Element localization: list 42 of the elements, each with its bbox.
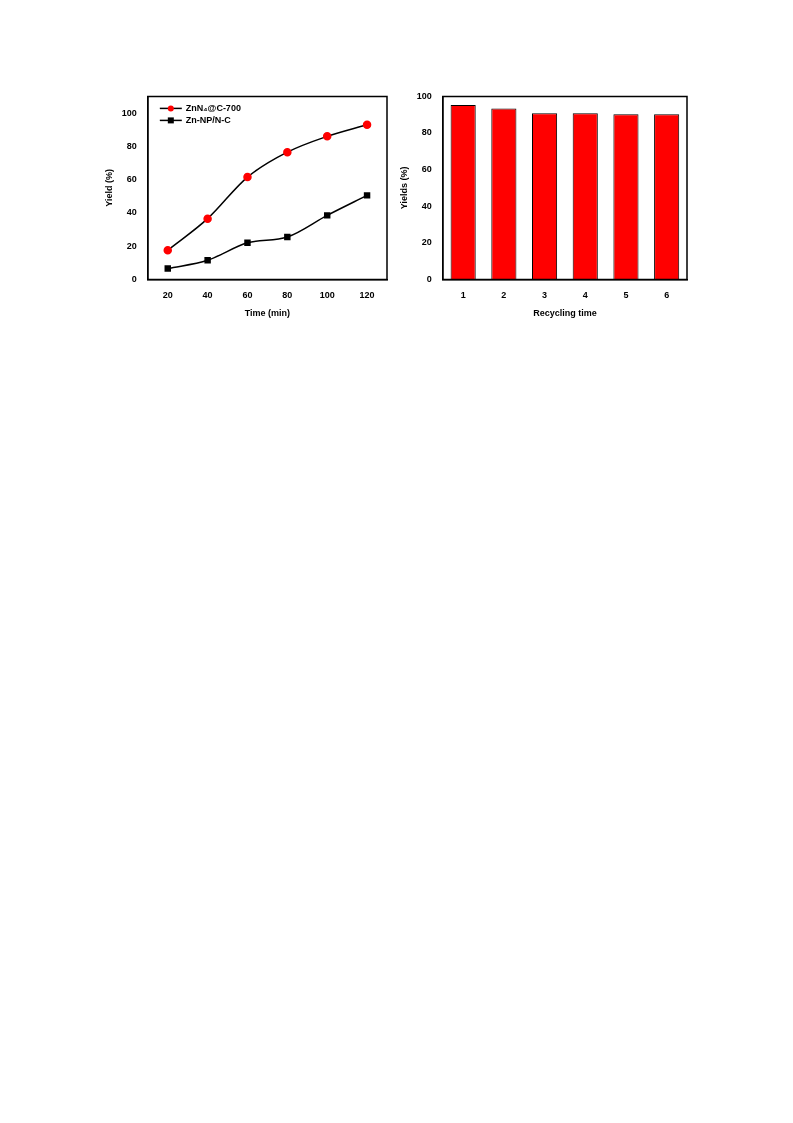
x-tick-label: 120 xyxy=(359,290,375,301)
point xyxy=(163,246,172,255)
y-tick-label: 40 xyxy=(126,207,137,218)
y-tick-label: 80 xyxy=(421,127,432,138)
legend-label: ZnN₄@C-700 xyxy=(185,102,241,113)
x-tick-label: 6 xyxy=(664,290,670,301)
y-axis-title: Yields (%) xyxy=(398,166,409,210)
x-tick-label: 80 xyxy=(282,290,293,301)
point xyxy=(363,192,371,199)
point xyxy=(322,132,332,141)
x-tick-label: 40 xyxy=(202,290,213,301)
y-tick-label: 60 xyxy=(421,164,432,175)
y-tick-label: 100 xyxy=(416,90,432,101)
x-tick-label: 5 xyxy=(623,290,629,301)
y-tick-label: 60 xyxy=(126,174,137,185)
x-tick-label: 100 xyxy=(319,290,335,301)
y-tick-label: 20 xyxy=(421,237,432,248)
point xyxy=(283,147,292,157)
y-tick-label: 100 xyxy=(121,107,137,118)
y-tick-label: 0 xyxy=(131,273,137,284)
x-tick-label: 60 xyxy=(242,290,253,301)
x-axis-title: Time (min) xyxy=(244,308,291,319)
point xyxy=(203,214,212,223)
y-tick-label: 0 xyxy=(426,273,432,284)
legend-label: Zn-NP/N-C xyxy=(185,114,232,125)
y-tick-label: 40 xyxy=(421,200,432,211)
x-tick-label: 3 xyxy=(542,290,548,301)
point xyxy=(204,257,211,264)
y-tick-label: 80 xyxy=(126,140,137,151)
x-tick-label: 20 xyxy=(162,290,173,301)
point xyxy=(362,120,372,129)
y-tick-label: 20 xyxy=(126,240,137,251)
point xyxy=(244,239,251,247)
y-axis-title: Yield (%) xyxy=(103,169,114,207)
point xyxy=(284,233,291,241)
x-tick-label: 2 xyxy=(501,290,507,301)
x-axis-title: Recycling time xyxy=(533,308,597,319)
x-tick-label: 4 xyxy=(582,290,588,301)
point xyxy=(323,212,331,219)
point xyxy=(243,172,252,182)
x-tick-label: 1 xyxy=(460,290,466,301)
point xyxy=(164,265,171,272)
